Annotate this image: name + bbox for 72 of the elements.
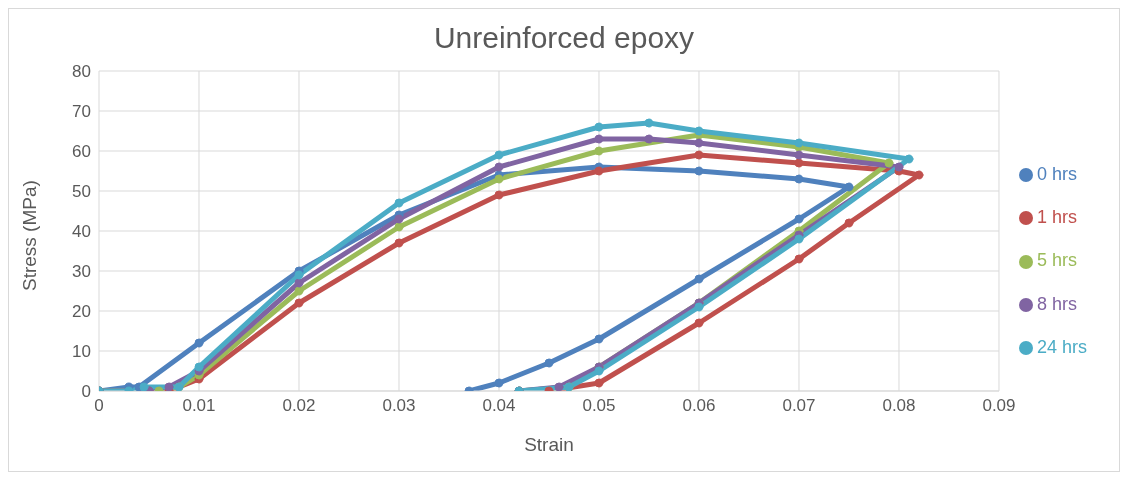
- point: [294, 270, 304, 280]
- point: [294, 298, 304, 308]
- point: [594, 146, 604, 156]
- point: [694, 166, 704, 176]
- legend-label: 5 hrs: [1036, 250, 1077, 271]
- point: [794, 234, 804, 244]
- point: [394, 214, 404, 224]
- point: [694, 274, 704, 284]
- point: [884, 158, 894, 168]
- point: [494, 162, 504, 172]
- y-tick-label: 30: [72, 262, 91, 282]
- point: [594, 366, 604, 376]
- x-tick-label: 0.06: [682, 396, 716, 416]
- x-tick-label: 0.01: [182, 396, 216, 416]
- point: [139, 382, 149, 391]
- point: [164, 382, 174, 391]
- legend-label: 0 hrs: [1036, 164, 1077, 185]
- point: [844, 218, 854, 228]
- x-tick-label: 0.09: [982, 396, 1016, 416]
- x-tick-label: 0.07: [782, 396, 816, 416]
- point: [294, 286, 304, 296]
- point: [194, 362, 204, 372]
- point: [294, 278, 304, 288]
- y-tick-label: 80: [72, 62, 91, 82]
- point: [594, 122, 604, 132]
- point: [494, 150, 504, 160]
- x-tick-label: 0.03: [382, 396, 416, 416]
- point: [394, 198, 404, 208]
- point: [594, 334, 604, 344]
- point: [794, 158, 804, 168]
- point: [494, 378, 504, 388]
- y-tick-label: 60: [72, 142, 91, 162]
- y-tick-label: 50: [72, 182, 91, 202]
- point: [694, 138, 704, 148]
- point: [694, 126, 704, 136]
- chart-title: Unreinforced epoxy: [432, 21, 696, 56]
- point: [894, 162, 904, 172]
- point: [644, 118, 654, 128]
- point: [194, 338, 204, 348]
- legend-label: 1 hrs: [1036, 207, 1077, 228]
- point: [394, 238, 404, 248]
- y-tick-label: 70: [72, 102, 91, 122]
- y-tick-label: 20: [72, 302, 91, 322]
- x-axis-title: Strain: [524, 434, 574, 455]
- point: [794, 150, 804, 160]
- point: [594, 378, 604, 388]
- point: [594, 166, 604, 176]
- point: [794, 214, 804, 224]
- x-tick-label: 0: [94, 396, 104, 416]
- point: [494, 190, 504, 200]
- legend-label: 8 hrs: [1036, 293, 1077, 314]
- y-tick-label: 10: [72, 342, 91, 362]
- x-tick-label: 0.08: [882, 396, 916, 416]
- point: [694, 302, 704, 312]
- x-tick-label: 0.04: [482, 396, 516, 416]
- point: [594, 134, 604, 144]
- point: [694, 150, 704, 160]
- legend-label: 24 hrs: [1036, 336, 1087, 357]
- y-tick-label: 0: [81, 382, 91, 402]
- point: [554, 382, 564, 391]
- point: [394, 222, 404, 232]
- point: [794, 174, 804, 184]
- x-tick-label: 0.05: [582, 396, 616, 416]
- x-tick-label: 0.02: [282, 396, 316, 416]
- point: [644, 134, 654, 144]
- point: [694, 318, 704, 328]
- point: [494, 174, 504, 184]
- point: [544, 358, 554, 368]
- y-axis-title: Stress (MPa): [18, 180, 40, 291]
- point: [794, 254, 804, 264]
- y-tick-label: 40: [72, 222, 91, 242]
- point: [794, 138, 804, 148]
